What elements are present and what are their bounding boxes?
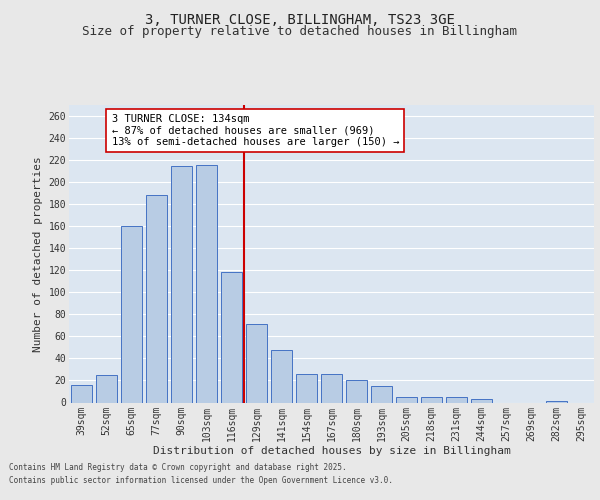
Bar xyxy=(196,164,217,402)
Bar xyxy=(371,386,392,402)
X-axis label: Distribution of detached houses by size in Billingham: Distribution of detached houses by size … xyxy=(152,446,511,456)
Y-axis label: Number of detached properties: Number of detached properties xyxy=(33,156,43,352)
Bar xyxy=(146,196,167,402)
Text: Size of property relative to detached houses in Billingham: Size of property relative to detached ho… xyxy=(83,25,517,38)
Bar xyxy=(296,374,317,402)
Text: 3, TURNER CLOSE, BILLINGHAM, TS23 3GE: 3, TURNER CLOSE, BILLINGHAM, TS23 3GE xyxy=(145,12,455,26)
Text: 3 TURNER CLOSE: 134sqm
← 87% of detached houses are smaller (969)
13% of semi-de: 3 TURNER CLOSE: 134sqm ← 87% of detached… xyxy=(112,114,399,147)
Bar xyxy=(346,380,367,402)
Bar xyxy=(171,166,192,402)
Bar xyxy=(121,226,142,402)
Text: Contains public sector information licensed under the Open Government Licence v3: Contains public sector information licen… xyxy=(9,476,393,485)
Text: Contains HM Land Registry data © Crown copyright and database right 2025.: Contains HM Land Registry data © Crown c… xyxy=(9,462,347,471)
Bar xyxy=(321,374,342,402)
Bar xyxy=(96,375,117,402)
Bar xyxy=(271,350,292,403)
Bar xyxy=(246,324,267,402)
Bar xyxy=(421,397,442,402)
Bar xyxy=(471,399,492,402)
Bar xyxy=(396,397,417,402)
Bar xyxy=(221,272,242,402)
Bar xyxy=(446,397,467,402)
Bar xyxy=(71,385,92,402)
